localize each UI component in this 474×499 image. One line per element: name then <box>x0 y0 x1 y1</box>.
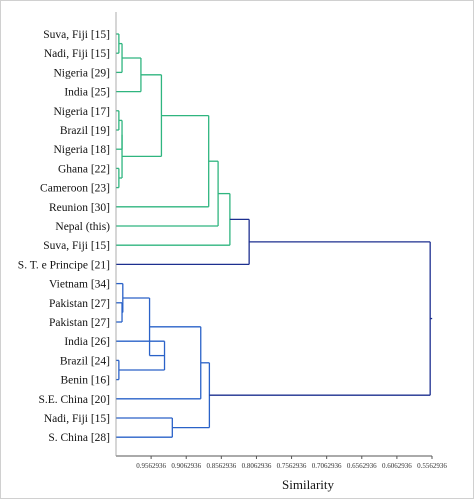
x-axis: 0.9562936 0.9062936 0.8562936 0.8062936 0.75… <box>115 12 447 470</box>
x-tick-label: 0.6562936 <box>347 462 377 470</box>
leaf-label: Pakistan [27] <box>49 298 110 310</box>
leaf-label: India [26] <box>64 336 110 348</box>
leaf-label: Nigeria [18] <box>53 144 110 156</box>
leaf-label: Nepal (this) <box>55 221 110 233</box>
leaf-label: Vietnam [34] <box>49 279 110 291</box>
leaf-label: Suva, Fiji [15] <box>43 240 110 252</box>
leaf-label: Reunion [30] <box>49 202 110 214</box>
leaf-labels: Suva, Fiji [15] Nadi, Fiji [15] Nigeria [2… <box>18 29 110 444</box>
leaf-label: Benin [16] <box>60 375 110 387</box>
leaf-label: Ghana [22] <box>58 163 110 175</box>
x-tick-label: 0.5562936 <box>417 462 447 470</box>
x-tick-label: 0.7562936 <box>277 462 307 470</box>
x-tick-label: 0.7062936 <box>312 462 342 470</box>
dendrogram-links <box>116 33 433 438</box>
leaf-label: S. China [28] <box>48 432 110 444</box>
x-axis-title: Similarity <box>282 477 335 492</box>
leaf-label: Nadi, Fiji [15] <box>44 48 110 60</box>
leaf-label: Pakistan [27] <box>49 317 110 329</box>
leaf-label: S.E. China [20] <box>38 394 110 406</box>
x-tick-label: 0.8562936 <box>206 462 236 470</box>
leaf-label: Nigeria [17] <box>53 106 110 118</box>
leaf-label: Nigeria [29] <box>53 67 110 79</box>
x-tick-label: 0.6062936 <box>382 462 412 470</box>
x-tick-label: 0.9562936 <box>136 462 166 470</box>
leaf-label: S. T. e Principe [21] <box>18 259 110 271</box>
leaf-label: Cameroon [23] <box>40 183 110 195</box>
x-tick-label: 0.8062936 <box>242 462 272 470</box>
leaf-label: Brazil [19] <box>60 125 110 137</box>
leaf-label: India [25] <box>64 87 110 99</box>
leaf-label: Brazil [24] <box>60 355 110 367</box>
x-tick-label: 0.9062936 <box>171 462 201 470</box>
leaf-label: Nadi, Fiji [15] <box>44 413 110 425</box>
leaf-label: Suva, Fiji [15] <box>43 29 110 41</box>
